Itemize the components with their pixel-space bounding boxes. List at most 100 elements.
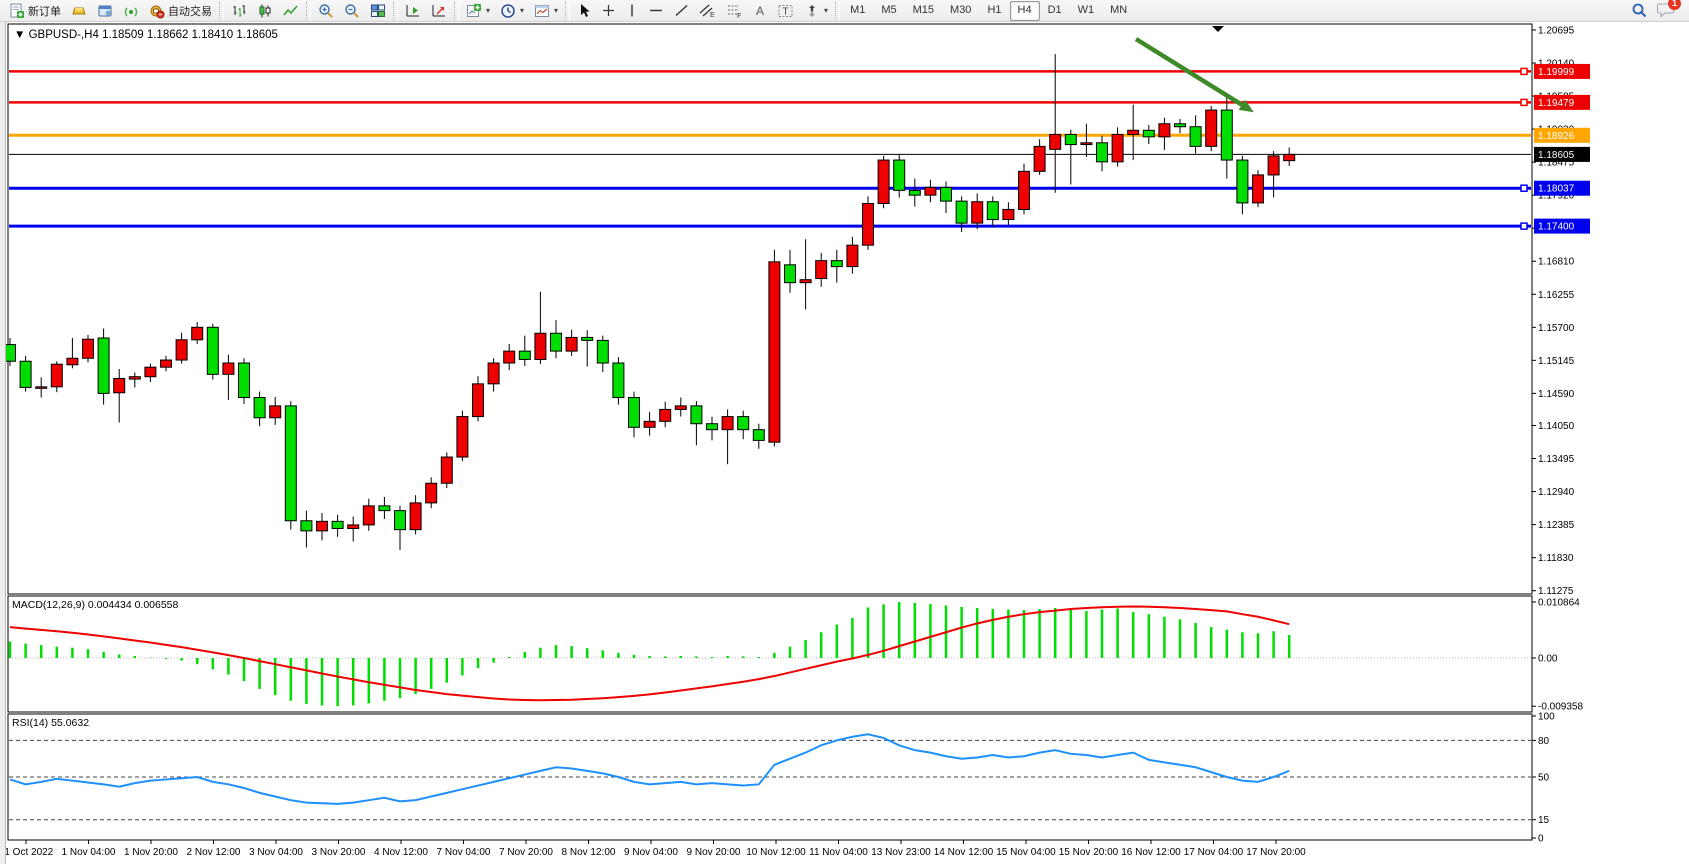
- chart-canvas[interactable]: 1.206951.201401.195851.190301.184751.179…: [0, 22, 1689, 864]
- price-axis-label: 1.14590: [1538, 389, 1575, 400]
- toolbar-separator: [454, 1, 459, 20]
- bull-candle: [971, 201, 984, 224]
- text-button[interactable]: A: [748, 1, 772, 21]
- search-button[interactable]: [1626, 1, 1653, 21]
- price-axis-label: 1.12940: [1538, 487, 1575, 498]
- bull-candle: [66, 357, 79, 366]
- timeframe-h4-button[interactable]: H4: [1009, 0, 1040, 21]
- bear-candle: [1174, 123, 1186, 128]
- cursor-button[interactable]: [572, 1, 596, 21]
- bear-candle: [300, 520, 313, 532]
- text-label-button[interactable]: T: [772, 1, 799, 21]
- chart-shift-button[interactable]: [426, 1, 452, 21]
- bull-candle: [113, 377, 126, 394]
- template-chart-icon: [534, 3, 550, 19]
- indicators-button[interactable]: ▾: [461, 1, 495, 21]
- price-level-badge-text: 1.19999: [1538, 67, 1575, 78]
- bull-candle: [50, 363, 63, 388]
- drawing-toolbar: E F A T ▾: [572, 0, 833, 22]
- bear-candle: [1096, 142, 1108, 163]
- bear-candle: [4, 344, 16, 362]
- time-axis-label: 10 Nov 12:00: [746, 847, 806, 858]
- timeframe-w1-button[interactable]: W1: [1077, 3, 1095, 16]
- macd-pane[interactable]: [7, 595, 1533, 713]
- dropdown-arrow-icon: ▾: [824, 6, 829, 15]
- time-axis-label: 17 Nov 04:00: [1184, 847, 1244, 858]
- chart-shift-icon: [431, 3, 447, 19]
- time-axis-label: 11 Nov 04:00: [809, 847, 868, 858]
- bull-candle: [674, 405, 687, 410]
- bull-candle: [565, 336, 578, 352]
- arrows-button[interactable]: ▾: [799, 1, 833, 21]
- bull-candle: [440, 456, 453, 484]
- search-icon: [1631, 2, 1648, 19]
- toolbar: 新订单 自动交易: [0, 0, 1689, 22]
- auto-scroll-button[interactable]: [400, 1, 426, 21]
- metaeditor-button[interactable]: [92, 1, 118, 21]
- vertical-line-icon: [626, 3, 638, 18]
- rsi-axis-label: 100: [1538, 712, 1555, 723]
- timeframe-m15-button[interactable]: M15: [912, 3, 935, 16]
- rsi-axis-label: 50: [1538, 773, 1550, 784]
- depth-of-market-button[interactable]: [66, 1, 92, 21]
- bear-candle: [986, 201, 999, 221]
- timeframe-d1-button[interactable]: D1: [1047, 3, 1062, 16]
- zoom-in-button[interactable]: [313, 1, 339, 21]
- macd-signal-line: [9, 605, 1290, 702]
- bear-candle: [1236, 159, 1249, 204]
- bull-candle: [534, 332, 547, 360]
- bear-candle: [206, 326, 219, 375]
- macd-axis-label: -0.009358: [1538, 702, 1583, 713]
- bull-candle: [768, 261, 781, 443]
- bars-chart-button[interactable]: [226, 1, 252, 21]
- bull-candle: [425, 482, 438, 504]
- timeframe-m1-button[interactable]: M1: [850, 3, 866, 16]
- tile-windows-button[interactable]: [365, 1, 391, 21]
- bear-candle: [893, 159, 906, 191]
- timeframe-mn-button[interactable]: MN: [1110, 3, 1128, 16]
- bull-candle: [1049, 133, 1062, 150]
- bull-candle: [503, 350, 516, 364]
- zoom-out-button[interactable]: [339, 1, 365, 21]
- macd-axis-label: 0.010864: [1538, 598, 1580, 609]
- bull-candle: [877, 159, 890, 205]
- horizontal-line-button[interactable]: [643, 1, 669, 21]
- rsi-indicator-label: RSI(14) 55.0632: [12, 717, 89, 729]
- bull-candle: [191, 326, 204, 341]
- crosshair-button[interactable]: [596, 1, 621, 21]
- vertical-line-button[interactable]: [621, 1, 643, 21]
- bull-candle: [347, 524, 360, 529]
- line-chart-button[interactable]: [278, 1, 304, 21]
- new-order-button[interactable]: 新订单: [4, 1, 66, 21]
- timeframe-h1-button[interactable]: H1: [987, 3, 1002, 16]
- signal-beacon-icon: [123, 3, 139, 19]
- time-axis-label: 31 Oct 2022: [0, 847, 54, 858]
- timeframe-m5-button[interactable]: M5: [881, 3, 897, 16]
- autotrading-button[interactable]: 自动交易: [144, 1, 217, 21]
- channel-button[interactable]: E: [694, 1, 721, 21]
- templates-button[interactable]: ▾: [529, 1, 563, 21]
- periods-button[interactable]: ▾: [495, 1, 529, 21]
- price-axis-label: 1.16810: [1538, 257, 1575, 268]
- bull-candle: [222, 362, 235, 375]
- time-axis-label: 14 Nov 12:00: [934, 847, 994, 858]
- bull-candle: [1252, 174, 1264, 204]
- rsi-axis-label: 0: [1538, 834, 1544, 845]
- bear-candle: [690, 405, 703, 425]
- fibonacci-button[interactable]: F: [721, 1, 748, 21]
- bear-candle: [612, 362, 625, 399]
- timeframe-m30-button[interactable]: M30: [950, 3, 972, 16]
- autotrading-icon: [149, 3, 165, 19]
- bull-candle: [846, 244, 859, 268]
- toolbar-separator: [219, 1, 224, 20]
- annotation-arrow-line[interactable]: [1134, 37, 1244, 107]
- svg-text:A: A: [756, 4, 764, 18]
- signals-button[interactable]: [118, 1, 144, 21]
- toolbar-separator: [835, 1, 841, 20]
- time-axis-label: 1 Nov 04:00: [62, 847, 116, 858]
- price-level-badge: [1534, 94, 1590, 110]
- notifications-button[interactable]: 1: [1657, 0, 1681, 21]
- candles-chart-button[interactable]: [252, 1, 278, 21]
- trendline-button[interactable]: [669, 1, 694, 21]
- price-axis-label: 1.15700: [1538, 323, 1575, 334]
